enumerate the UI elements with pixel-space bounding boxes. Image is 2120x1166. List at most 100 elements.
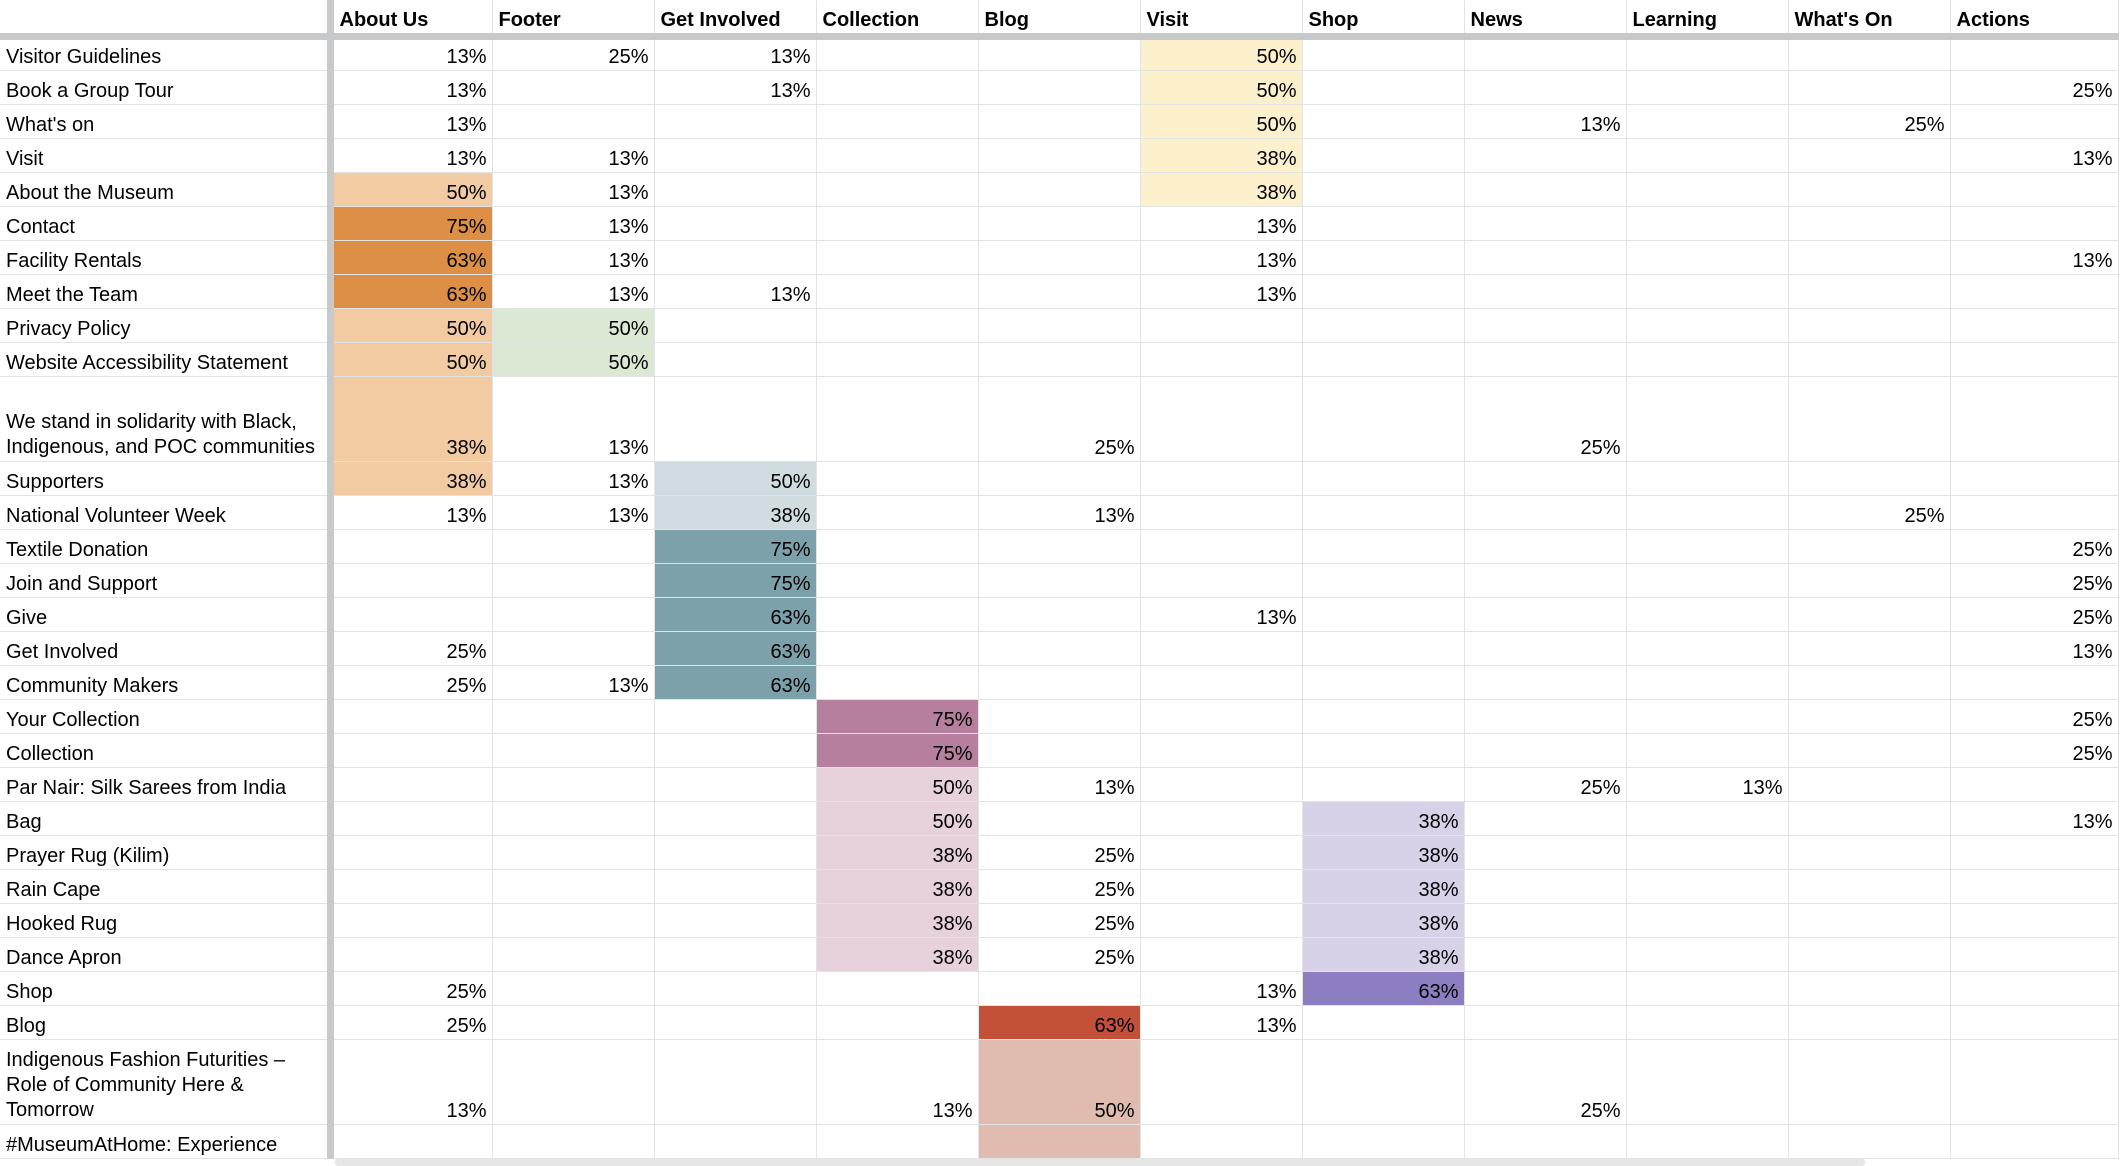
table-cell[interactable]: 25% <box>1788 104 1951 139</box>
table-cell[interactable] <box>654 835 817 870</box>
row-label[interactable]: Get Involved <box>0 631 334 666</box>
table-cell[interactable]: 13% <box>492 274 655 309</box>
table-cell[interactable]: 38% <box>1302 937 1465 972</box>
row-label[interactable]: Contact <box>0 206 334 241</box>
table-cell[interactable] <box>330 563 493 598</box>
table-cell[interactable]: 13% <box>492 376 655 462</box>
table-cell[interactable] <box>978 1124 1141 1159</box>
table-cell[interactable] <box>1626 903 1789 938</box>
table-cell[interactable] <box>1302 529 1465 564</box>
table-cell[interactable] <box>1788 529 1951 564</box>
row-label[interactable]: About the Museum <box>0 172 334 207</box>
table-cell[interactable] <box>1464 274 1627 309</box>
table-cell[interactable] <box>978 461 1141 496</box>
table-cell[interactable]: 13% <box>1140 1005 1303 1040</box>
table-cell[interactable]: 38% <box>330 376 493 462</box>
table-cell[interactable] <box>492 699 655 734</box>
table-cell[interactable] <box>1302 597 1465 632</box>
table-cell[interactable] <box>492 733 655 768</box>
table-cell[interactable] <box>1302 342 1465 377</box>
table-cell[interactable] <box>654 903 817 938</box>
table-cell[interactable] <box>1464 937 1627 972</box>
table-cell[interactable]: 50% <box>1140 70 1303 105</box>
table-cell[interactable] <box>1464 665 1627 700</box>
table-cell[interactable] <box>1302 1124 1465 1159</box>
table-cell[interactable] <box>330 869 493 904</box>
table-cell[interactable] <box>654 767 817 802</box>
table-cell[interactable] <box>816 529 979 564</box>
table-cell[interactable] <box>1788 1124 1951 1159</box>
table-cell[interactable] <box>654 138 817 173</box>
table-cell[interactable] <box>330 699 493 734</box>
table-cell[interactable] <box>1626 172 1789 207</box>
table-cell[interactable] <box>330 529 493 564</box>
table-cell[interactable] <box>1464 240 1627 275</box>
column-header[interactable]: News <box>1464 0 1627 40</box>
table-cell[interactable]: 13% <box>492 495 655 530</box>
table-cell[interactable] <box>816 971 979 1006</box>
table-cell[interactable] <box>1626 461 1789 496</box>
column-header[interactable]: Footer <box>492 0 655 40</box>
table-cell[interactable] <box>654 937 817 972</box>
table-cell[interactable] <box>1950 767 2119 802</box>
table-cell[interactable]: 13% <box>330 104 493 139</box>
table-cell[interactable] <box>978 172 1141 207</box>
table-cell[interactable] <box>1302 495 1465 530</box>
column-header[interactable]: Visit <box>1140 0 1303 40</box>
table-cell[interactable]: 63% <box>654 597 817 632</box>
table-cell[interactable] <box>1626 342 1789 377</box>
table-cell[interactable] <box>330 1124 493 1159</box>
row-label[interactable]: Textile Donation <box>0 529 334 564</box>
table-cell[interactable] <box>1140 1039 1303 1125</box>
table-cell[interactable] <box>1626 665 1789 700</box>
table-cell[interactable] <box>978 104 1141 139</box>
table-cell[interactable] <box>1950 971 2119 1006</box>
table-cell[interactable]: 25% <box>330 665 493 700</box>
table-cell[interactable]: 13% <box>1140 971 1303 1006</box>
table-cell[interactable] <box>1788 36 1951 71</box>
table-cell[interactable]: 38% <box>816 903 979 938</box>
table-cell[interactable] <box>1464 631 1627 666</box>
table-cell[interactable] <box>1464 172 1627 207</box>
table-cell[interactable] <box>330 733 493 768</box>
row-label[interactable]: Join and Support <box>0 563 334 598</box>
table-cell[interactable]: 13% <box>492 665 655 700</box>
table-cell[interactable] <box>1950 495 2119 530</box>
table-cell[interactable] <box>1950 665 2119 700</box>
table-cell[interactable] <box>816 206 979 241</box>
table-cell[interactable]: 13% <box>1950 138 2119 173</box>
table-cell[interactable]: 50% <box>1140 36 1303 71</box>
table-cell[interactable] <box>1950 835 2119 870</box>
table-cell[interactable] <box>816 665 979 700</box>
table-cell[interactable] <box>816 172 979 207</box>
table-cell[interactable] <box>654 699 817 734</box>
table-cell[interactable]: 50% <box>492 308 655 343</box>
row-label[interactable]: Visitor Guidelines <box>0 36 334 71</box>
table-cell[interactable] <box>1302 767 1465 802</box>
table-cell[interactable] <box>492 1039 655 1125</box>
table-cell[interactable]: 25% <box>978 376 1141 462</box>
table-cell[interactable]: 50% <box>492 342 655 377</box>
table-cell[interactable] <box>1788 835 1951 870</box>
table-cell[interactable] <box>654 376 817 462</box>
row-label[interactable]: Bag <box>0 801 334 836</box>
table-cell[interactable]: 13% <box>1140 597 1303 632</box>
table-cell[interactable]: 25% <box>1464 767 1627 802</box>
table-cell[interactable] <box>1464 597 1627 632</box>
table-cell[interactable] <box>1140 461 1303 496</box>
row-label[interactable]: Facility Rentals <box>0 240 334 275</box>
table-cell[interactable] <box>330 903 493 938</box>
table-cell[interactable] <box>1140 342 1303 377</box>
row-label[interactable]: Blog <box>0 1005 334 1040</box>
table-cell[interactable] <box>978 36 1141 71</box>
table-cell[interactable] <box>492 1124 655 1159</box>
table-cell[interactable] <box>1464 835 1627 870</box>
table-cell[interactable]: 25% <box>1950 70 2119 105</box>
table-cell[interactable] <box>1788 631 1951 666</box>
table-cell[interactable] <box>492 971 655 1006</box>
table-cell[interactable] <box>1140 835 1303 870</box>
table-cell[interactable] <box>1464 308 1627 343</box>
corner-cell[interactable] <box>0 0 334 40</box>
table-cell[interactable] <box>654 801 817 836</box>
table-cell[interactable] <box>1140 1124 1303 1159</box>
